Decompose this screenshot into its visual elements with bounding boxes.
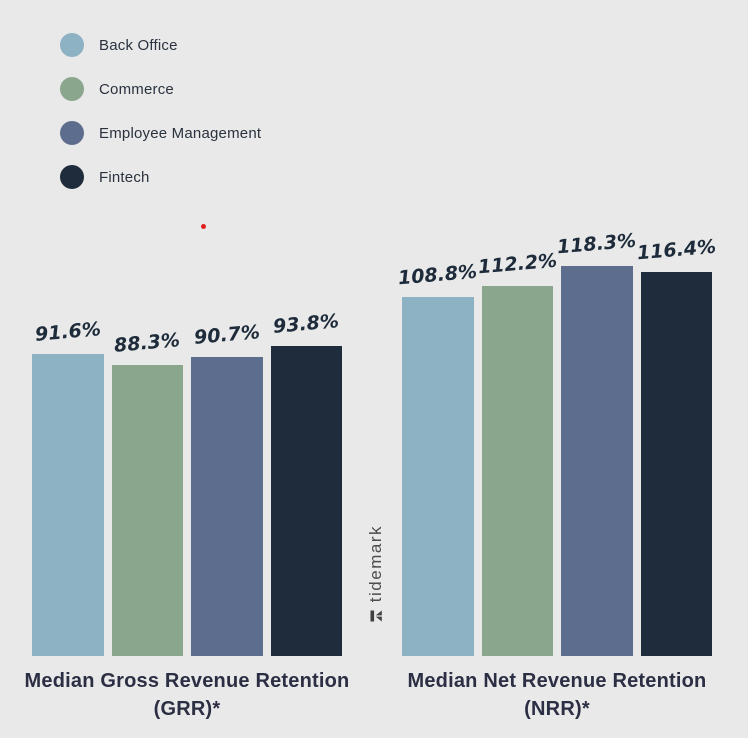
bar-value-label-nrr-1: 112.2% (476, 249, 558, 279)
legend-label-commerce: Commerce (99, 80, 174, 98)
bar-value-label-grr-1: 88.3% (113, 329, 182, 357)
legend-label-back-office: Back Office (99, 36, 178, 54)
legend-label-fintech: Fintech (99, 168, 150, 186)
bar-col-nrr-0: 108.8% (397, 261, 478, 656)
bar-group-nrr: 108.8% 112.2% 118.3% 116.4% (397, 230, 717, 656)
bar-group-grr: 91.6% 88.3% 90.7% 93.8% (32, 310, 342, 656)
bar-grr-back-office (32, 354, 104, 656)
legend-label-employee-management: Employee Management (99, 124, 262, 142)
watermark-text: tidemark (366, 525, 385, 603)
legend-swatch-commerce (60, 77, 84, 101)
bar-grr-commerce (111, 365, 183, 656)
bar-col-nrr-3: 116.4% (636, 236, 717, 656)
bar-value-label-nrr-2: 118.3% (556, 229, 638, 259)
legend: Back Office Commerce Employee Management… (60, 33, 261, 189)
axis-label-grr-line1: Median Gross Revenue Retention (24, 670, 350, 692)
legend-item-fintech: Fintech (60, 165, 261, 189)
red-dot (201, 224, 206, 229)
bar-nrr-fintech (640, 272, 712, 656)
bar-value-label-nrr-3: 116.4% (635, 235, 717, 265)
bar-nrr-commerce (481, 286, 553, 656)
legend-swatch-fintech (60, 165, 84, 189)
bar-col-grr-1: 88.3% (111, 329, 183, 656)
bar-col-nrr-1: 112.2% (477, 250, 558, 656)
legend-swatch-back-office (60, 33, 84, 57)
axis-label-nrr: Median Net Revenue Retention (NRR)* (367, 667, 747, 723)
bar-value-label-grr-3: 93.8% (272, 310, 341, 338)
legend-item-employee-management: Employee Management (60, 121, 261, 145)
watermark: tidemark (362, 525, 390, 623)
axis-label-nrr-line2: (NRR)* (524, 698, 590, 720)
bar-col-nrr-2: 118.3% (556, 230, 637, 656)
bar-col-grr-0: 91.6% (32, 318, 104, 656)
bar-nrr-employee-management (561, 266, 633, 656)
axis-label-grr-line2: (GRR)* (153, 698, 221, 720)
tidemark-logo-icon (370, 610, 382, 622)
bar-nrr-back-office (402, 297, 474, 656)
bar-col-grr-3: 93.8% (270, 310, 342, 656)
bar-grr-fintech (270, 346, 342, 656)
legend-item-commerce: Commerce (60, 77, 261, 101)
bar-value-label-nrr-0: 108.8% (397, 260, 479, 290)
axis-label-grr: Median Gross Revenue Retention (GRR)* (0, 667, 377, 723)
bar-value-label-grr-0: 91.6% (33, 318, 102, 346)
axis-label-nrr-line1: Median Net Revenue Retention (407, 670, 707, 692)
legend-item-back-office: Back Office (60, 33, 261, 57)
legend-swatch-employee-management (60, 121, 84, 145)
bar-col-grr-2: 90.7% (191, 321, 263, 656)
bar-value-label-grr-2: 90.7% (192, 321, 261, 349)
bar-grr-employee-management (191, 357, 263, 656)
